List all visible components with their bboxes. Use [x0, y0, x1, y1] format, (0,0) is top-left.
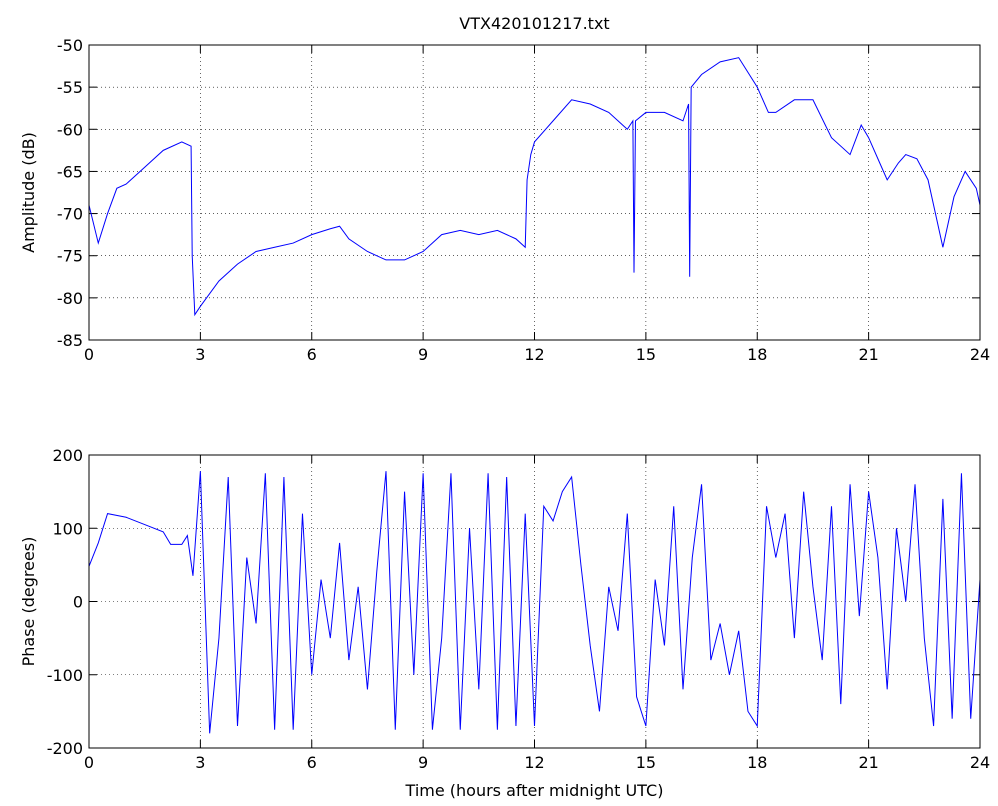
x-tick-label: 6: [307, 753, 317, 772]
y-tick-label: 100: [52, 519, 83, 538]
x-tick-label: 21: [858, 753, 878, 772]
x-tick-label: 15: [636, 345, 656, 364]
x-tick-label: 0: [84, 753, 94, 772]
x-tick-label: 0: [84, 345, 94, 364]
y-tick-label: -100: [47, 666, 83, 685]
x-tick-label: 18: [747, 753, 767, 772]
y-tick-label: -50: [57, 36, 83, 55]
x-tick-label: 18: [747, 345, 767, 364]
axes-frame: [88, 454, 981, 749]
y-tick-label: -80: [57, 289, 83, 308]
axes-frame: [88, 44, 981, 341]
y-tick-label: -75: [57, 247, 83, 266]
chart-title: VTX420101217.txt: [459, 14, 609, 33]
y-axis-label: Amplitude (dB): [19, 132, 38, 253]
y-tick-label: -70: [57, 205, 83, 224]
y-tick-label: -85: [57, 331, 83, 350]
x-tick-label: 15: [636, 753, 656, 772]
y-tick-label: -55: [57, 78, 83, 97]
x-tick-label: 12: [524, 345, 544, 364]
x-tick-label: 9: [418, 345, 428, 364]
x-tick-label: 9: [418, 753, 428, 772]
y-tick-label: -200: [47, 739, 83, 758]
y-tick-label: -65: [57, 162, 83, 181]
x-tick-label: 24: [970, 345, 990, 364]
plot-area: [89, 45, 980, 340]
y-tick-label: -60: [57, 120, 83, 139]
data-line: [88, 471, 981, 734]
y-tick-label: 200: [52, 446, 83, 465]
x-tick-label: 6: [307, 345, 317, 364]
x-tick-label: 24: [970, 753, 990, 772]
x-tick-label: 3: [195, 345, 205, 364]
y-axis-label: Phase (degrees): [19, 537, 38, 667]
x-tick-label: 21: [858, 345, 878, 364]
x-tick-label: 12: [524, 753, 544, 772]
x-tick-label: 3: [195, 753, 205, 772]
y-tick-label: 0: [73, 593, 83, 612]
data-line: [88, 57, 981, 317]
x-axis-label: Time (hours after midnight UTC): [405, 781, 664, 800]
plot-area: [89, 455, 980, 748]
